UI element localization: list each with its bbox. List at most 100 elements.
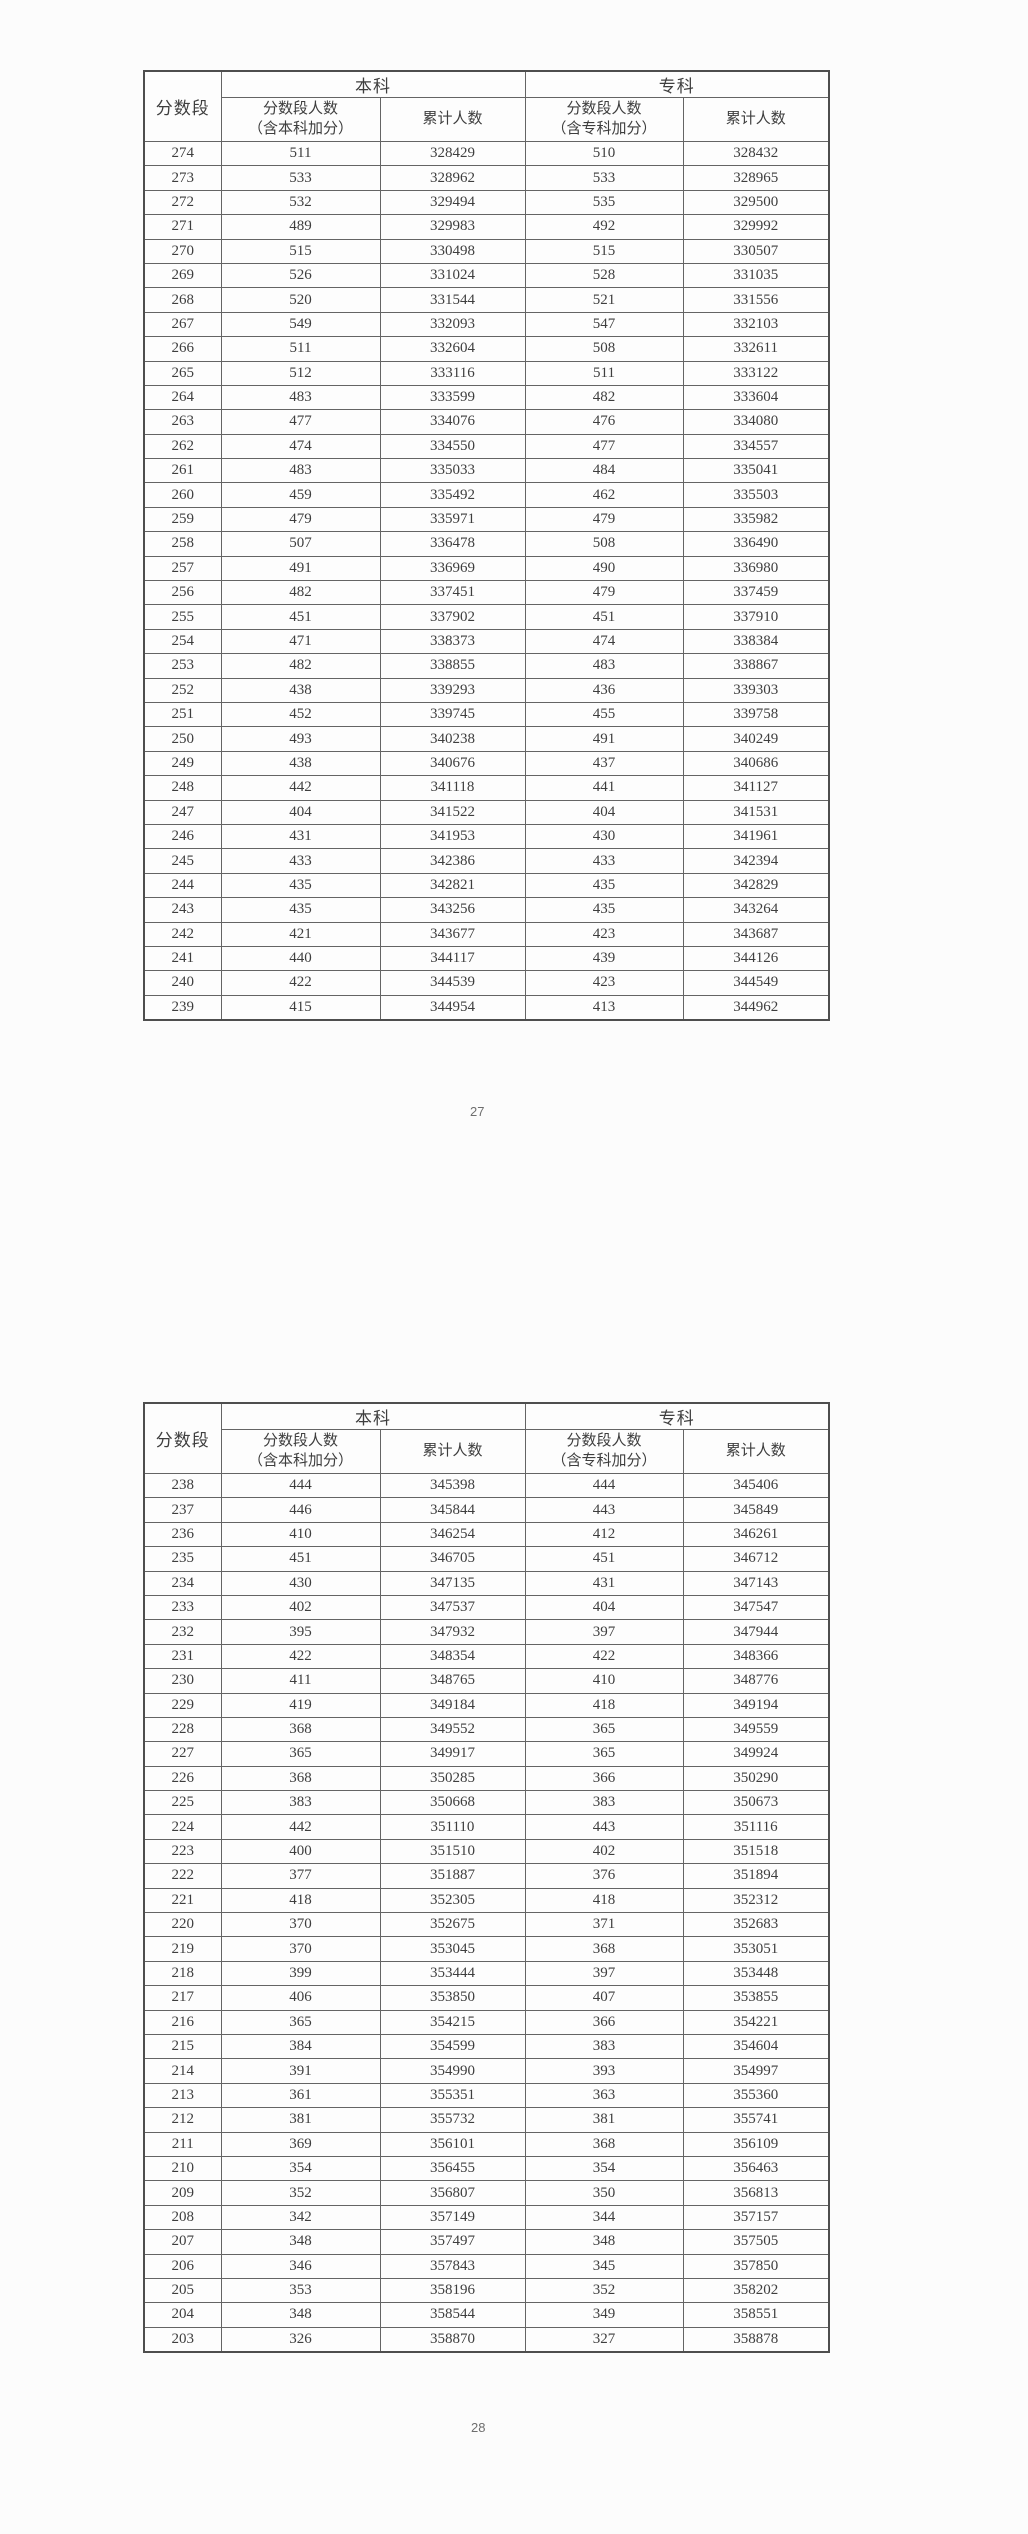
table-cell: 273 [143, 165, 222, 191]
table-cell: 345398 [379, 1472, 526, 1499]
table-row: 208 342 357149 344 357157 [143, 2204, 830, 2231]
table-cell: 334550 [379, 433, 526, 460]
table-cell: 354599 [379, 2033, 526, 2060]
table-row: 219 370 353045 368 353051 [143, 1936, 830, 1962]
table-cell: 328962 [379, 165, 526, 191]
table-cell: 356455 [379, 2155, 526, 2182]
table-cell: 355741 [682, 2107, 830, 2133]
table-row: 242 421 343677 423 343687 [143, 921, 830, 947]
table-cell: 381 [220, 2107, 381, 2133]
table-cell: 482 [220, 580, 381, 606]
table-cell: 241 [143, 945, 222, 972]
table-row: 213 361 355351 363 355360 [143, 2082, 830, 2109]
table-cell: 410 [524, 1668, 684, 1694]
table-cell: 216 [143, 2009, 222, 2035]
header-undergraduate-count: 分数段人数 （含本科加分） [220, 97, 381, 142]
table-cell: 415 [220, 994, 381, 1021]
table-cell: 326 [220, 2326, 381, 2353]
table-row: 223 400 351510 402 351518 [143, 1838, 830, 1865]
table-cell: 349552 [379, 1716, 526, 1743]
table-cell: 438 [220, 677, 381, 703]
table-cell: 441 [524, 775, 684, 801]
table-cell: 508 [524, 336, 684, 362]
table-cell: 354990 [379, 2058, 526, 2084]
table-cell: 238 [143, 1472, 222, 1499]
table-row: 258 507 336478 508 336490 [143, 531, 830, 557]
table-cell: 328429 [379, 140, 526, 167]
table-cell: 350 [524, 2180, 684, 2206]
table-cell: 356101 [379, 2131, 526, 2157]
table-cell: 455 [524, 701, 684, 728]
table-cell: 333116 [379, 360, 526, 386]
table-cell: 208 [143, 2204, 222, 2231]
table-row: 271 489 329983 492 329992 [143, 214, 830, 240]
table-cell: 353850 [379, 1985, 526, 2011]
table-cell: 407 [524, 1985, 684, 2011]
table-cell: 334080 [682, 409, 830, 435]
table-cell: 442 [220, 1814, 381, 1840]
table-row: 226 368 350285 366 350290 [143, 1765, 830, 1792]
table-cell: 393 [524, 2058, 684, 2084]
table-cell: 358544 [379, 2302, 526, 2328]
table-row: 252 438 339293 436 339303 [143, 677, 830, 703]
table-cell: 205 [143, 2277, 222, 2304]
table-cell: 349194 [682, 1692, 830, 1718]
table-cell: 329500 [682, 189, 830, 216]
table-cell: 451 [524, 604, 684, 630]
table-cell: 334557 [682, 433, 830, 460]
table-row: 224 442 351110 443 351116 [143, 1814, 830, 1840]
table-cell: 402 [524, 1838, 684, 1865]
table-cell: 226 [143, 1765, 222, 1792]
table-cell: 268 [143, 287, 222, 313]
header-undergraduate-cumulative: 累计人数 [379, 1429, 526, 1474]
table-cell: 354997 [682, 2058, 830, 2084]
table-cell: 329494 [379, 189, 526, 216]
table-cell: 365 [220, 2009, 381, 2035]
table-cell: 217 [143, 1985, 222, 2011]
table-row: 212 381 355732 381 355741 [143, 2107, 830, 2133]
table-cell: 330507 [682, 238, 830, 264]
table-cell: 365 [524, 1741, 684, 1767]
table-cell: 204 [143, 2302, 222, 2328]
table-cell: 327 [524, 2326, 684, 2353]
table-row: 209 352 356807 350 356813 [143, 2180, 830, 2206]
table-row: 228 368 349552 365 349559 [143, 1716, 830, 1743]
table-cell: 391 [220, 2058, 381, 2084]
table-cell: 353855 [682, 1985, 830, 2011]
table-cell: 376 [524, 1863, 684, 1889]
table-cell: 338855 [379, 653, 526, 679]
table-cell: 351518 [682, 1838, 830, 1865]
table-row: 214 391 354990 393 354997 [143, 2058, 830, 2084]
table-cell: 357157 [682, 2204, 830, 2231]
table-row: 225 383 350668 383 350673 [143, 1790, 830, 1816]
table-cell: 332611 [682, 336, 830, 362]
table-cell: 383 [524, 1790, 684, 1816]
table-cell: 484 [524, 458, 684, 484]
table-row: 216 365 354215 366 354221 [143, 2009, 830, 2035]
table-cell: 370 [220, 1936, 381, 1962]
table-cell: 344549 [682, 970, 830, 996]
table-cell: 224 [143, 1814, 222, 1840]
header-college-cumulative: 累计人数 [682, 1429, 830, 1474]
table-cell: 345844 [379, 1497, 526, 1523]
table-cell: 341531 [682, 799, 830, 825]
table-cell: 335503 [682, 482, 830, 508]
table-cell: 338384 [682, 628, 830, 655]
table-row: 206 346 357843 345 357850 [143, 2253, 830, 2279]
table-row: 261 483 335033 484 335041 [143, 458, 830, 484]
table-cell: 344126 [682, 945, 830, 972]
table-cell: 489 [220, 214, 381, 240]
table-cell: 262 [143, 433, 222, 460]
table-cell: 532 [220, 189, 381, 216]
table-header: 分数段 本科 专科 分数段人数 （含本科加分） 累计人数 分数段人数 （含专科加… [143, 1402, 830, 1474]
table-cell: 331024 [379, 262, 526, 289]
table-cell: 336980 [682, 555, 830, 582]
table-cell: 252 [143, 677, 222, 703]
table-cell: 246 [143, 823, 222, 850]
table-row: 203 326 358870 327 358878 [143, 2326, 830, 2353]
table-cell: 337910 [682, 604, 830, 630]
table-cell: 459 [220, 482, 381, 508]
table-cell: 267 [143, 311, 222, 338]
table-row: 227 365 349917 365 349924 [143, 1741, 830, 1767]
table-cell: 263 [143, 409, 222, 435]
